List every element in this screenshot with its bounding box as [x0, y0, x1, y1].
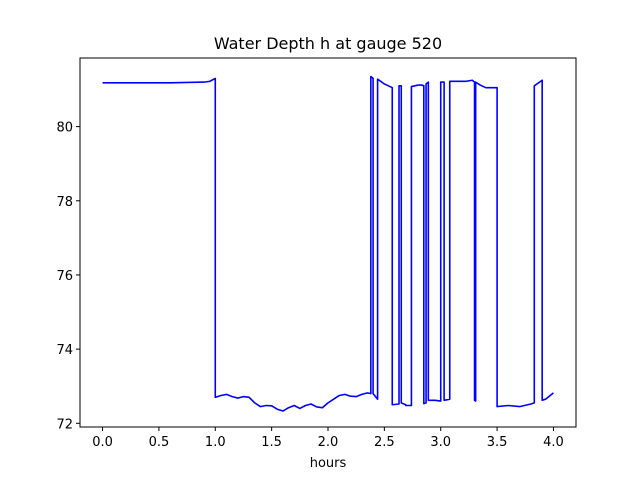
y-tick-label: 80 — [56, 121, 73, 136]
y-tick-label: 74 — [56, 343, 73, 358]
water-depth-series-line — [102, 75, 554, 412]
y-tick-label: 78 — [56, 195, 73, 210]
x-tick-label: 1.0 — [205, 435, 226, 450]
x-tick-label: 2.5 — [374, 435, 395, 450]
chart-title: Water Depth h at gauge 520 — [214, 34, 442, 53]
x-tick-label: 1.5 — [261, 435, 282, 450]
x-tick-label: 0.0 — [92, 435, 113, 450]
x-axis: 0.0 0.5 1.0 1.5 2.0 2.5 3.0 3.5 4.0 — [92, 427, 564, 450]
x-tick-label: 4.0 — [543, 435, 564, 450]
series-layer — [102, 75, 554, 412]
x-tick-label: 2.0 — [318, 435, 339, 450]
x-tick-label: 0.5 — [149, 435, 170, 450]
y-tick-label: 76 — [56, 269, 73, 284]
y-tick-label: 72 — [56, 417, 73, 432]
y-axis: 72 74 76 78 80 — [56, 121, 80, 432]
x-tick-label: 3.0 — [430, 435, 451, 450]
x-tick-label: 3.5 — [487, 435, 508, 450]
plot-frame — [79, 57, 577, 428]
x-axis-title: hours — [310, 456, 347, 471]
